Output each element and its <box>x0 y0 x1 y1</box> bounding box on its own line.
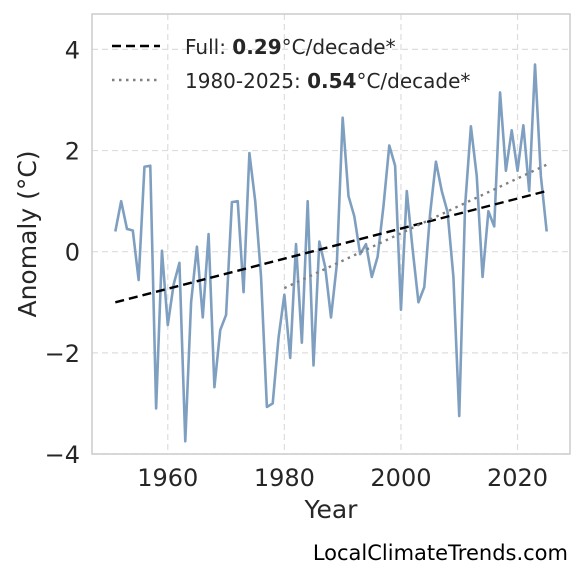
y-tick-label: 2 <box>65 138 80 166</box>
series-group <box>114 63 548 443</box>
full-trend-line <box>115 189 547 304</box>
legend: Full: 0.29°C/decade* 1980-2025: 0.54°C/d… <box>112 35 470 93</box>
x-tick-label: 1980 <box>254 464 315 492</box>
x-axis-title: Year <box>304 495 359 524</box>
tick-labels: 1960 1980 2000 2020 −4 −2 0 2 4 <box>45 36 548 492</box>
grid <box>92 14 570 455</box>
plot-background <box>92 14 570 454</box>
y-axis-title: Anomaly (°C) <box>13 150 42 317</box>
y-tick-label: 4 <box>65 36 80 64</box>
x-tick-label: 1960 <box>137 464 198 492</box>
y-tick-label: 0 <box>65 239 80 267</box>
anomaly-line <box>114 63 548 443</box>
x-tick-label: 2000 <box>370 464 431 492</box>
legend-label-recent: 1980-2025: 0.54°C/decade* <box>185 69 470 93</box>
credit-text: LocalClimateTrends.com <box>313 541 568 565</box>
plot-frame <box>91 13 571 455</box>
legend-label-full: Full: 0.29°C/decade* <box>185 35 396 59</box>
y-tick-label: −4 <box>45 441 80 469</box>
y-tick-label: −2 <box>45 340 80 368</box>
x-tick-label: 2020 <box>487 464 548 492</box>
